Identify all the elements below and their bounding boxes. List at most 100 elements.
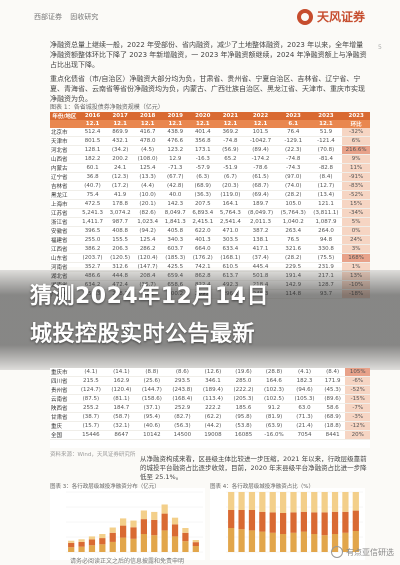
chart-bar xyxy=(290,532,297,552)
row-label: 江西省 xyxy=(50,244,79,254)
table-row: 天津市 801.5 432.1 478.0 476.6 356.8 -74.8 -1042.7… xyxy=(50,136,370,146)
table-cell: (4.4) xyxy=(133,181,162,191)
table-cell: (120.5) xyxy=(106,253,134,263)
table-cell: (97.0) xyxy=(276,172,310,182)
table-cell: (63.9) xyxy=(258,421,290,431)
table-cell: 405.8 xyxy=(161,226,190,236)
chart-bar xyxy=(88,536,96,540)
row-label: 江苏省 xyxy=(50,208,79,218)
table-cell: (68.7) xyxy=(244,181,277,191)
table-cell: 8647 xyxy=(106,430,137,440)
table-cell: (45.3) xyxy=(319,385,346,395)
row-label: 上海市 xyxy=(50,199,79,209)
page-number: 5 xyxy=(378,44,382,51)
chart-bar xyxy=(259,511,266,532)
table-cell: (222.2) xyxy=(228,385,259,395)
table-cell: 200.2 xyxy=(106,154,134,164)
chart-bar xyxy=(342,492,349,512)
table-cell: 182.3 xyxy=(289,376,320,386)
table-cell: 75.4 xyxy=(78,190,107,200)
table-cell: 7054 xyxy=(289,430,320,440)
column-header: 年份/地区 xyxy=(50,112,79,120)
table-cell: 369.2 xyxy=(216,128,245,137)
table-cell: 416.7 xyxy=(133,128,162,137)
table-cell: (81.9) xyxy=(258,412,290,422)
chart-bar xyxy=(321,535,328,552)
table-cell: (28.8) xyxy=(258,368,290,377)
chart-bar xyxy=(99,538,106,545)
table-cell: 622.0 xyxy=(189,226,217,236)
chart-bar xyxy=(130,520,137,528)
table-cell: (67.7) xyxy=(161,172,190,182)
chart-bar xyxy=(280,513,287,534)
table-cell: (13.3) xyxy=(133,172,162,182)
header-links: 西部证券 固收研究 xyxy=(34,12,104,22)
row-label: 浙江省 xyxy=(50,217,79,227)
table-cell: (13.4) xyxy=(309,190,343,200)
table-row: 甘肃省 (38.7) (58.7) (95.4) (82.7) (62.2) (95.8)(… xyxy=(50,412,370,422)
table-cell: (8.4) xyxy=(319,368,346,377)
table-cell: (32.1) xyxy=(106,421,137,431)
table-cell: 408.8 xyxy=(106,226,134,236)
table-cell: (62.2) xyxy=(197,412,229,422)
table-cell: 121.1 xyxy=(309,199,343,209)
table-cell: (81.1) xyxy=(106,394,137,404)
table-cell: 178.8 xyxy=(106,199,134,209)
column-subheader: 12.1 xyxy=(309,120,343,128)
brand-logo-icon xyxy=(296,8,313,25)
table-cell: 10142 xyxy=(136,430,168,440)
row-label: 四川省 xyxy=(50,376,76,386)
table-cell: (10.0) xyxy=(133,190,162,200)
chart-bar xyxy=(88,539,96,546)
table-cell: 987.7 xyxy=(106,217,134,227)
column-subheader: 12.1 xyxy=(244,120,277,128)
table-row: 上海市 472.5 178.8 (20.1) 142.3 207.5 164.1 189.7 1… xyxy=(50,199,370,209)
table-cell: (20.1) xyxy=(133,199,162,209)
column-header: 2016 xyxy=(78,112,107,120)
table-cell: 286.2 xyxy=(133,244,162,254)
table-cell: 2,011.3 xyxy=(244,217,277,227)
table-cell: (89.4) xyxy=(244,145,277,155)
table-cell: (102.3) xyxy=(258,385,290,395)
table-cell: 40.0 xyxy=(161,190,190,200)
table-cell: (53.8) xyxy=(228,421,259,431)
table-cell: 51.9 xyxy=(309,128,343,137)
header-link[interactable]: 固收研究 xyxy=(70,13,99,21)
row-label: 天津市 xyxy=(50,136,79,146)
table-cell: 20% xyxy=(345,430,370,440)
table-cell: (25.6) xyxy=(136,376,168,386)
table-cell: -34% xyxy=(342,208,370,218)
table-cell: 5% xyxy=(342,217,370,227)
chart-title: 图表 4：各行政层级城投净融资占比（%） xyxy=(210,484,314,490)
chart-bar xyxy=(290,512,297,533)
source-note: 资料来源：Wind，天风证券研究所 xyxy=(50,452,136,458)
table-cell: 15% xyxy=(342,199,370,209)
table-cell: 5,764.3 xyxy=(216,208,245,218)
chart-bar xyxy=(171,517,179,525)
table-cell: 189.7 xyxy=(244,199,277,209)
table-cell: -174.2 xyxy=(244,154,277,164)
chart-bar xyxy=(280,534,287,552)
chart-bar xyxy=(248,492,256,510)
table-cell: 356.8 xyxy=(189,136,217,146)
table-cell: 173.1 xyxy=(189,145,217,155)
table-cell: 101.5 xyxy=(244,128,277,137)
table-cell: 206.3 xyxy=(106,244,134,254)
chart-bar xyxy=(228,492,235,510)
table-cell: 182.2 xyxy=(78,154,107,164)
table-row: 黑龙江 75.4 41.9 (10.0) 40.0 (36.3) (119.0) (69.4)… xyxy=(50,190,370,200)
header-link[interactable]: 西部证券 xyxy=(34,13,62,21)
table-cell: (108.0) xyxy=(133,154,162,164)
table-cell: (243.8) xyxy=(167,385,198,395)
chart-bar xyxy=(151,511,158,520)
table-cell: 293.5 xyxy=(167,376,198,386)
intro-text: 净融资总量上继续一般，2022 年受部份、省内融资，减少了土地整体融资，2023… xyxy=(50,40,368,108)
table-cell: (82.6) xyxy=(133,208,162,218)
table-cell: 14500 xyxy=(167,430,198,440)
column-subheader: 12.1 xyxy=(189,120,217,128)
table-cell: (75.5) xyxy=(309,253,343,263)
table-cell: 155.5 xyxy=(106,235,134,245)
table-cell: 36.8 xyxy=(78,172,107,182)
province-table-continued: 重庆市 (4.1) (14.1) (8.8) (8.6) (12.6) (19.6) (28.… xyxy=(50,368,370,448)
table-cell: (69.4) xyxy=(244,190,277,200)
